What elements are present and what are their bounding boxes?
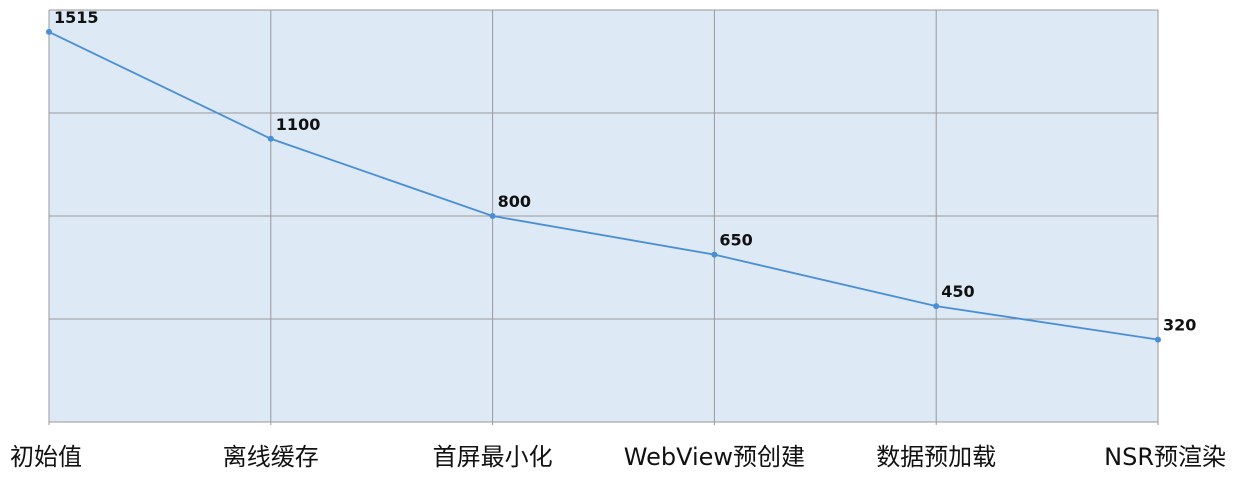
grid-lines — [48, 9, 1159, 425]
data-point — [711, 251, 718, 258]
data-label: 450 — [941, 282, 974, 301]
category-label: NSR预渲染 — [1104, 443, 1226, 471]
data-point — [46, 28, 52, 35]
data-label: 800 — [498, 192, 531, 211]
series-line — [48, 31, 1159, 341]
category-label: 离线缓存 — [223, 443, 319, 471]
category-label: 首屏最小化 — [433, 443, 553, 471]
data-point — [489, 213, 496, 219]
data-labels: 1515 1100 800 650 450 320 — [54, 8, 1196, 335]
data-label: 1515 — [54, 8, 99, 27]
data-point — [267, 135, 274, 142]
data-label: 650 — [719, 231, 752, 250]
data-label: 320 — [1163, 316, 1196, 335]
data-label: 1100 — [276, 115, 321, 134]
category-label: WebView预创建 — [624, 443, 805, 471]
category-label: 初始值 — [10, 443, 82, 471]
data-points — [46, 28, 1161, 343]
category-label: 数据预加载 — [876, 443, 996, 471]
series-line-layer — [48, 31, 1159, 341]
data-point — [933, 303, 940, 310]
category-labels: 初始值 离线缓存 首屏最小化 WebView预创建 数据预加载 NSR预渲染 — [10, 443, 1226, 471]
data-point — [1155, 336, 1161, 343]
